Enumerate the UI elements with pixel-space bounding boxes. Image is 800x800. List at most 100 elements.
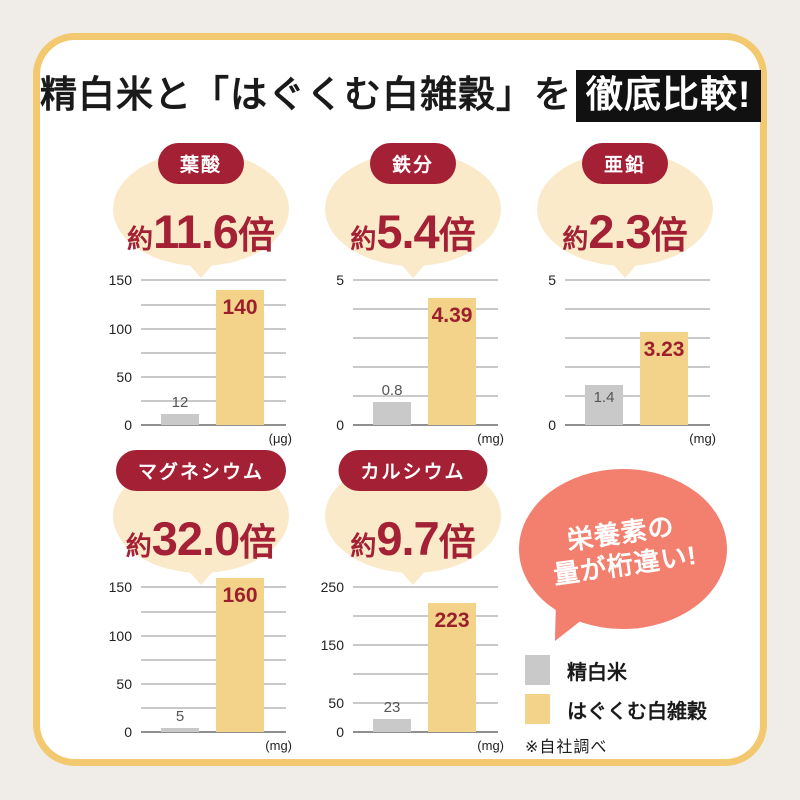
gridline [353,586,498,589]
charts-row-1: 葉酸 約11.6倍 0 50 100 150 12 140 (μg) 鉄分 約5.4倍 [95,143,760,446]
bar-zakkoku: 3.23 [640,331,688,426]
y-axis-tick: 100 [108,627,132,644]
bar-rice [161,413,199,426]
y-axis-tick: 150 [108,579,132,596]
gridline [141,586,286,589]
gridline [353,615,498,618]
bar-zakkoku: 4.39 [428,298,476,426]
bar-rice [373,719,411,733]
gridline [141,610,286,613]
gridline [141,279,286,282]
gridline [141,376,286,379]
gridline [141,351,286,354]
chart-legend: 精白米 はぐくむ白雑穀 ※自社調べ [519,655,749,757]
y-axis-tick: 150 [320,637,344,654]
bar-rice: 1.4 [585,384,623,426]
charts-area: 葉酸 約11.6倍 0 50 100 150 12 140 (μg) 鉄分 約5.4倍 [40,143,760,757]
gridline [565,424,710,427]
legend-item-zakkoku: はぐくむ白雑穀 [525,694,749,725]
nutrient-callout-magnesium: マグネシウム 約32.0倍 [113,450,289,586]
y-axis-tick: 250 [320,579,344,596]
ratio-text-magnesium: 約32.0倍 [125,512,277,566]
bar-rice [373,402,411,426]
nutrient-callout-calcium: カルシウム 約9.7倍 [325,450,501,586]
nutrient-callout-iron: 鉄分 約5.4倍 [325,143,501,279]
gridline [353,279,498,282]
chart-group-zinc: 亜鉛 約2.3倍 0 5 1.4 3.23 (mg) [519,143,731,446]
callout-tail [186,261,216,279]
ratio-text-folate: 約11.6倍 [127,205,275,259]
callout-tail [610,261,640,279]
bar-value-label: 140 [222,296,258,320]
unit-label: (μg) [268,431,292,447]
y-axis-tick: 0 [336,417,344,434]
charts-row-2: マグネシウム 約32.0倍 0 50 100 150 5 160 (mg) カルシウム 約9… [95,450,760,757]
gridline [353,731,498,734]
bar-chart-iron: 0 5 0.8 4.39 (mg) [336,273,504,446]
bar-chart-magnesium: 0 50 100 150 5 160 (mg) [109,577,292,753]
gridline [353,424,498,427]
page-title: 精白米と「はぐくむ白雑穀」を 徹底比較! [40,70,762,123]
gridline [353,702,498,705]
ratio-text-iron: 約5.4倍 [350,205,476,259]
gridline [565,395,710,398]
callout-tail [186,568,216,586]
bar-chart-calcium: 0 50 150 250 23 223 (mg) [321,580,504,753]
source-note: ※自社調べ [525,739,608,757]
y-axis-tick: 150 [108,272,132,289]
bar-value-label: 3.23 [643,337,685,361]
gridline [353,673,498,676]
bar-value-label: 1.4 [593,388,615,406]
gridline [565,308,710,311]
title-plain-text: 精白米と「はぐくむ白雑穀」を [40,74,572,115]
unit-label: (mg) [689,431,716,447]
bar-value-label: 4.39 [431,304,473,328]
bar-value-label: 5 [175,707,185,725]
bar-chart-folate: 0 50 100 150 12 140 (μg) [109,273,292,446]
callout-tail [398,261,428,279]
nutrient-pill-iron: 鉄分 [369,143,457,185]
nutrient-callout-folate: 葉酸 約11.6倍 [113,143,289,279]
gridline [141,707,286,710]
y-axis-tick: 50 [116,676,132,693]
gridline [353,337,498,340]
legend-swatch-rice [525,655,550,686]
gridline [565,279,710,282]
gridline [141,683,286,686]
ratio-text-calcium: 約9.7倍 [350,512,476,566]
legend-item-rice: 精白米 [525,655,749,686]
nutrient-pill-zinc: 亜鉛 [581,143,669,185]
bar-chart-zinc: 0 5 1.4 3.23 (mg) [548,273,716,446]
bar-value-label: 23 [383,699,401,717]
y-axis-tick: 0 [336,724,344,741]
bar-zakkoku: 223 [428,603,476,733]
unit-label: (mg) [477,738,504,754]
unit-label: (mg) [477,431,504,447]
chart-group-iron: 鉄分 約5.4倍 0 5 0.8 4.39 (mg) [307,143,519,446]
y-axis-tick: 50 [116,369,132,386]
bar-value-label: 0.8 [381,382,403,400]
nutrient-pill-calcium: カルシウム [338,450,488,492]
speech-bubble-tail [547,604,591,649]
bar-rice [161,727,199,733]
gridline [141,658,286,661]
chart-group-magnesium: マグネシウム 約32.0倍 0 50 100 150 5 160 (mg) [95,450,307,757]
callout-tail [398,568,428,586]
bar-value-label: 160 [222,583,258,607]
gridline [141,400,286,403]
speech-bubble: 栄養素の 量が桁違い! [519,469,727,649]
gridline [353,308,498,311]
gridline [565,337,710,340]
gridline [141,303,286,306]
nutrient-pill-folate: 葉酸 [157,143,245,185]
gridline [141,731,286,734]
chart-group-calcium: カルシウム 約9.7倍 0 50 150 250 23 223 (mg) [307,450,519,757]
bar-zakkoku: 140 [216,290,264,426]
speech-bubble-text: 栄養素の 量が桁違い! [551,510,699,591]
y-axis-tick: 0 [124,724,132,741]
chart-group-folate: 葉酸 約11.6倍 0 50 100 150 12 140 (μg) [95,143,307,446]
bar-value-label: 12 [171,393,189,411]
nutrient-callout-zinc: 亜鉛 約2.3倍 [537,143,713,279]
bar-zakkoku: 160 [216,577,264,733]
nutrient-pill-magnesium: マグネシウム [115,450,287,492]
